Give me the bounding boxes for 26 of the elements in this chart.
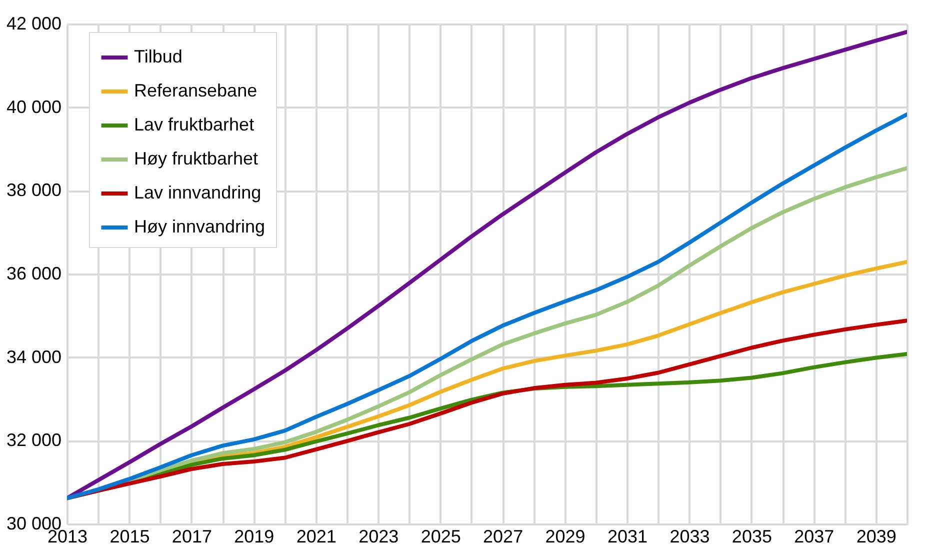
legend-label: Høy fruktbarhet xyxy=(134,148,258,168)
x-tick-label: 2037 xyxy=(794,526,834,546)
x-tick-label: 2019 xyxy=(234,526,274,546)
y-tick-label: 40 000 xyxy=(6,96,62,117)
legend-label: Høy innvandring xyxy=(134,216,266,236)
x-tick-label: 2015 xyxy=(110,526,150,546)
x-tick-label: 2021 xyxy=(296,526,336,546)
x-tick-label: 2023 xyxy=(358,526,399,546)
legend-label: Lav innvandring xyxy=(134,182,262,202)
legend-label: Tilbud xyxy=(134,46,182,66)
legend-label: Lav fruktbarhet xyxy=(134,114,254,134)
y-tick-label: 42 000 xyxy=(6,14,62,34)
x-tick-label: 2025 xyxy=(420,526,461,546)
x-tick-label: 2029 xyxy=(545,526,586,546)
x-tick-label: 2035 xyxy=(732,526,772,546)
x-tick-label: 2039 xyxy=(856,526,896,546)
legend-label: Referansebane xyxy=(134,80,258,100)
y-tick-label: 36 000 xyxy=(6,264,62,284)
y-tick-label: 38 000 xyxy=(6,180,62,200)
y-tick-label: 32 000 xyxy=(6,430,62,450)
x-tick-label: 2033 xyxy=(670,526,710,546)
x-tick-label: 2017 xyxy=(172,526,212,546)
x-tick-label: 2031 xyxy=(607,526,648,546)
y-tick-label: 34 000 xyxy=(6,346,62,367)
line-series xyxy=(67,318,907,500)
x-tick-label: 2027 xyxy=(483,526,524,546)
